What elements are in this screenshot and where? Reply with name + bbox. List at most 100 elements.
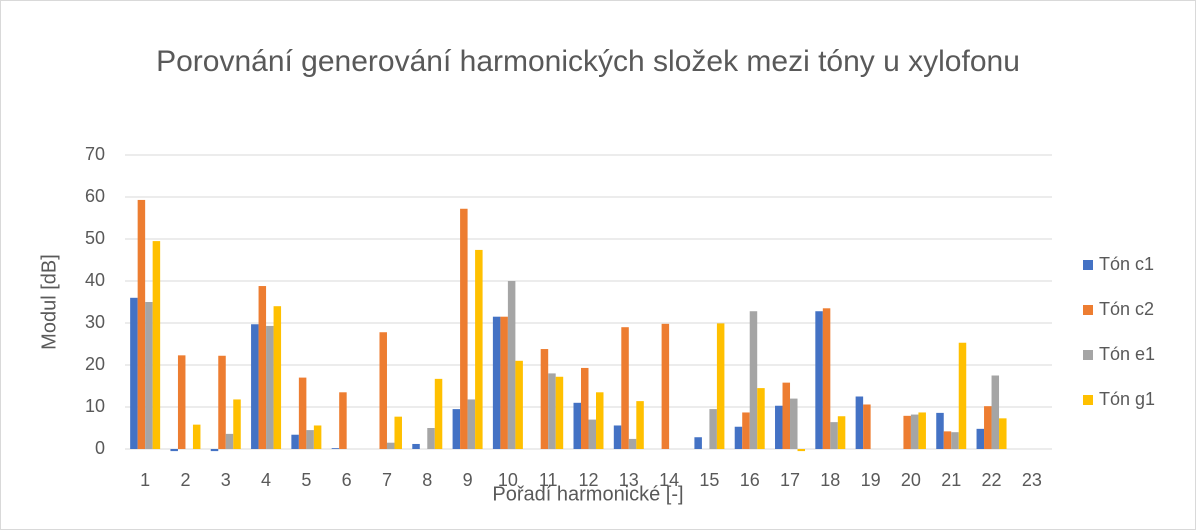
bar (273, 306, 282, 449)
x-tick-label: 12 (578, 470, 598, 490)
x-tick-label: 2 (180, 470, 190, 490)
bar (749, 311, 758, 449)
bar (412, 443, 420, 449)
y-tick-label: 10 (85, 396, 105, 416)
bar (152, 241, 161, 449)
legend-swatch (1083, 260, 1093, 270)
bar (797, 449, 806, 452)
bar (177, 355, 186, 449)
legend-swatch (1083, 350, 1093, 360)
bar (943, 431, 952, 449)
bar (291, 434, 299, 449)
bar (434, 378, 443, 449)
bar (475, 249, 483, 449)
bar (379, 332, 387, 449)
x-tick-label: 10 (498, 470, 518, 490)
bar (628, 438, 637, 449)
y-tick-label: 50 (85, 228, 105, 248)
x-tick-label: 23 (1022, 470, 1042, 490)
bar (507, 281, 516, 449)
bar (306, 430, 314, 449)
x-tick-label: 9 (463, 470, 473, 490)
bar (936, 412, 944, 449)
legend-label: Tón c2 (1099, 299, 1154, 319)
x-tick-label: 5 (301, 470, 311, 490)
y-axis-title: Modul [dB] (38, 254, 60, 350)
bar (339, 392, 347, 449)
bar (621, 327, 629, 449)
x-tick-label: 21 (941, 470, 961, 490)
bar (596, 392, 604, 449)
y-tick-label: 0 (95, 438, 105, 458)
bar (581, 367, 589, 449)
bar (573, 402, 581, 449)
bar (613, 425, 622, 449)
x-tick-label: 11 (539, 470, 558, 490)
x-axis-title: Pořadí harmonické [-] (492, 483, 683, 505)
bar (427, 428, 435, 449)
bar (492, 316, 501, 449)
bar (661, 323, 670, 449)
bar (588, 419, 596, 449)
bar (734, 426, 743, 449)
bar (515, 360, 523, 449)
bar (137, 199, 146, 449)
bar (218, 355, 226, 449)
bar (863, 404, 871, 449)
bar (636, 401, 644, 449)
bar (790, 398, 798, 449)
bar (452, 409, 461, 449)
bar (298, 377, 307, 449)
bar (548, 373, 556, 449)
x-tick-label: 1 (140, 470, 150, 490)
x-tick-label: 4 (261, 470, 271, 490)
bar (130, 297, 138, 449)
bar (742, 412, 750, 449)
bar (837, 416, 846, 449)
bar (258, 286, 267, 449)
bar (500, 316, 508, 449)
x-tick-label: 8 (422, 470, 432, 490)
y-tick-label: 40 (85, 270, 105, 290)
bar (999, 418, 1007, 449)
x-tick-label: 15 (699, 470, 719, 490)
bar (266, 325, 274, 449)
bar (555, 376, 564, 449)
legend-label: Tón e1 (1099, 344, 1155, 364)
legend-label: Tón g1 (1099, 389, 1155, 409)
x-tick-label: 18 (820, 470, 840, 490)
x-tick-label: 14 (659, 470, 679, 490)
x-tick-label: 13 (619, 470, 639, 490)
bar (984, 406, 992, 449)
y-tick-label: 60 (85, 186, 105, 206)
bar (540, 349, 549, 449)
bar (918, 412, 926, 449)
bar (782, 382, 791, 449)
bar (951, 432, 959, 449)
bar (386, 442, 395, 449)
x-tick-label: 19 (861, 470, 881, 490)
bar (775, 405, 783, 449)
y-tick-label: 20 (85, 354, 105, 374)
bar (757, 388, 765, 449)
bar (233, 399, 241, 449)
bar (958, 342, 967, 449)
bar (394, 416, 402, 449)
y-tick-label: 30 (85, 312, 105, 332)
bar (822, 308, 831, 449)
bar (855, 396, 864, 449)
y-tick-label: 70 (85, 144, 105, 164)
x-tick-label: 16 (740, 470, 760, 490)
bar (910, 414, 919, 449)
bar (716, 323, 725, 449)
bar (903, 415, 911, 449)
x-tick-label: 7 (382, 470, 392, 490)
bar (145, 302, 153, 449)
x-tick-label: 20 (901, 470, 921, 490)
bar (313, 425, 322, 449)
bar (170, 449, 178, 452)
bar (225, 433, 234, 449)
bar (694, 437, 702, 449)
bar (467, 399, 476, 449)
